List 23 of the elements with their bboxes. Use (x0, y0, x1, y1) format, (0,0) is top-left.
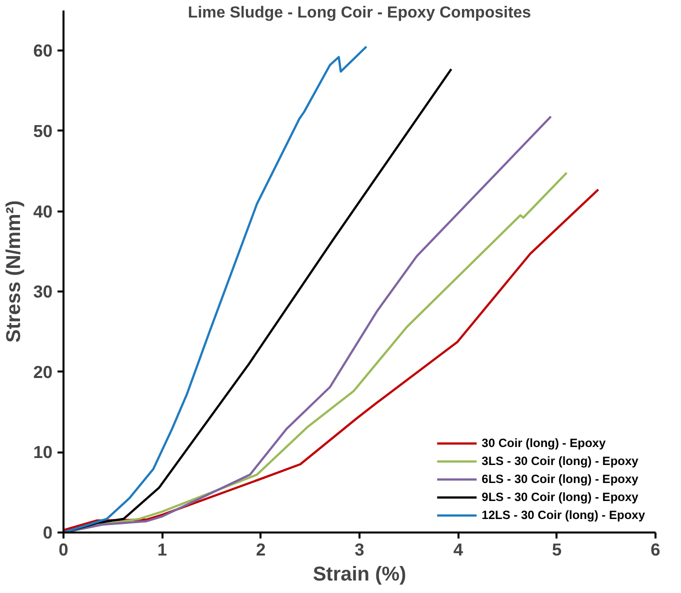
x-axis-title: Strain (%) (312, 564, 406, 586)
x-tick-label: 6 (650, 540, 661, 560)
x-tick-label: 4 (453, 540, 464, 560)
legend-label: 12LS - 30 Coir (long) - Epoxy (482, 508, 645, 522)
legend-label: 9LS - 30 Coir (long) - Epoxy (482, 490, 638, 504)
y-tick-label: 60 (33, 40, 53, 61)
legend-label: 30 Coir (long) - Epoxy (482, 436, 606, 450)
x-tick-label: 0 (58, 540, 68, 560)
y-tick-label: 20 (33, 362, 53, 382)
y-tick-label: 10 (33, 442, 53, 462)
y-tick-label: 40 (33, 201, 53, 222)
x-tick-label: 5 (552, 540, 562, 560)
x-tick-label: 2 (256, 540, 266, 560)
y-tick-label: 30 (33, 282, 53, 302)
y-axis-title: Stress (N/mm²) (3, 200, 26, 343)
y-tick-label: 0 (42, 522, 53, 542)
y-tick-label: 50 (33, 120, 53, 141)
chart-title: Lime Sludge - Long Coir - Epoxy Composites (188, 4, 532, 22)
x-tick-label: 3 (354, 540, 365, 560)
line-series (64, 46, 368, 532)
x-tick-label: 1 (157, 540, 168, 560)
legend-label: 6LS - 30 Coir (long) - Epoxy (482, 472, 638, 486)
legend-label: 3LS - 30 Coir (long) - Epoxy (482, 454, 638, 468)
